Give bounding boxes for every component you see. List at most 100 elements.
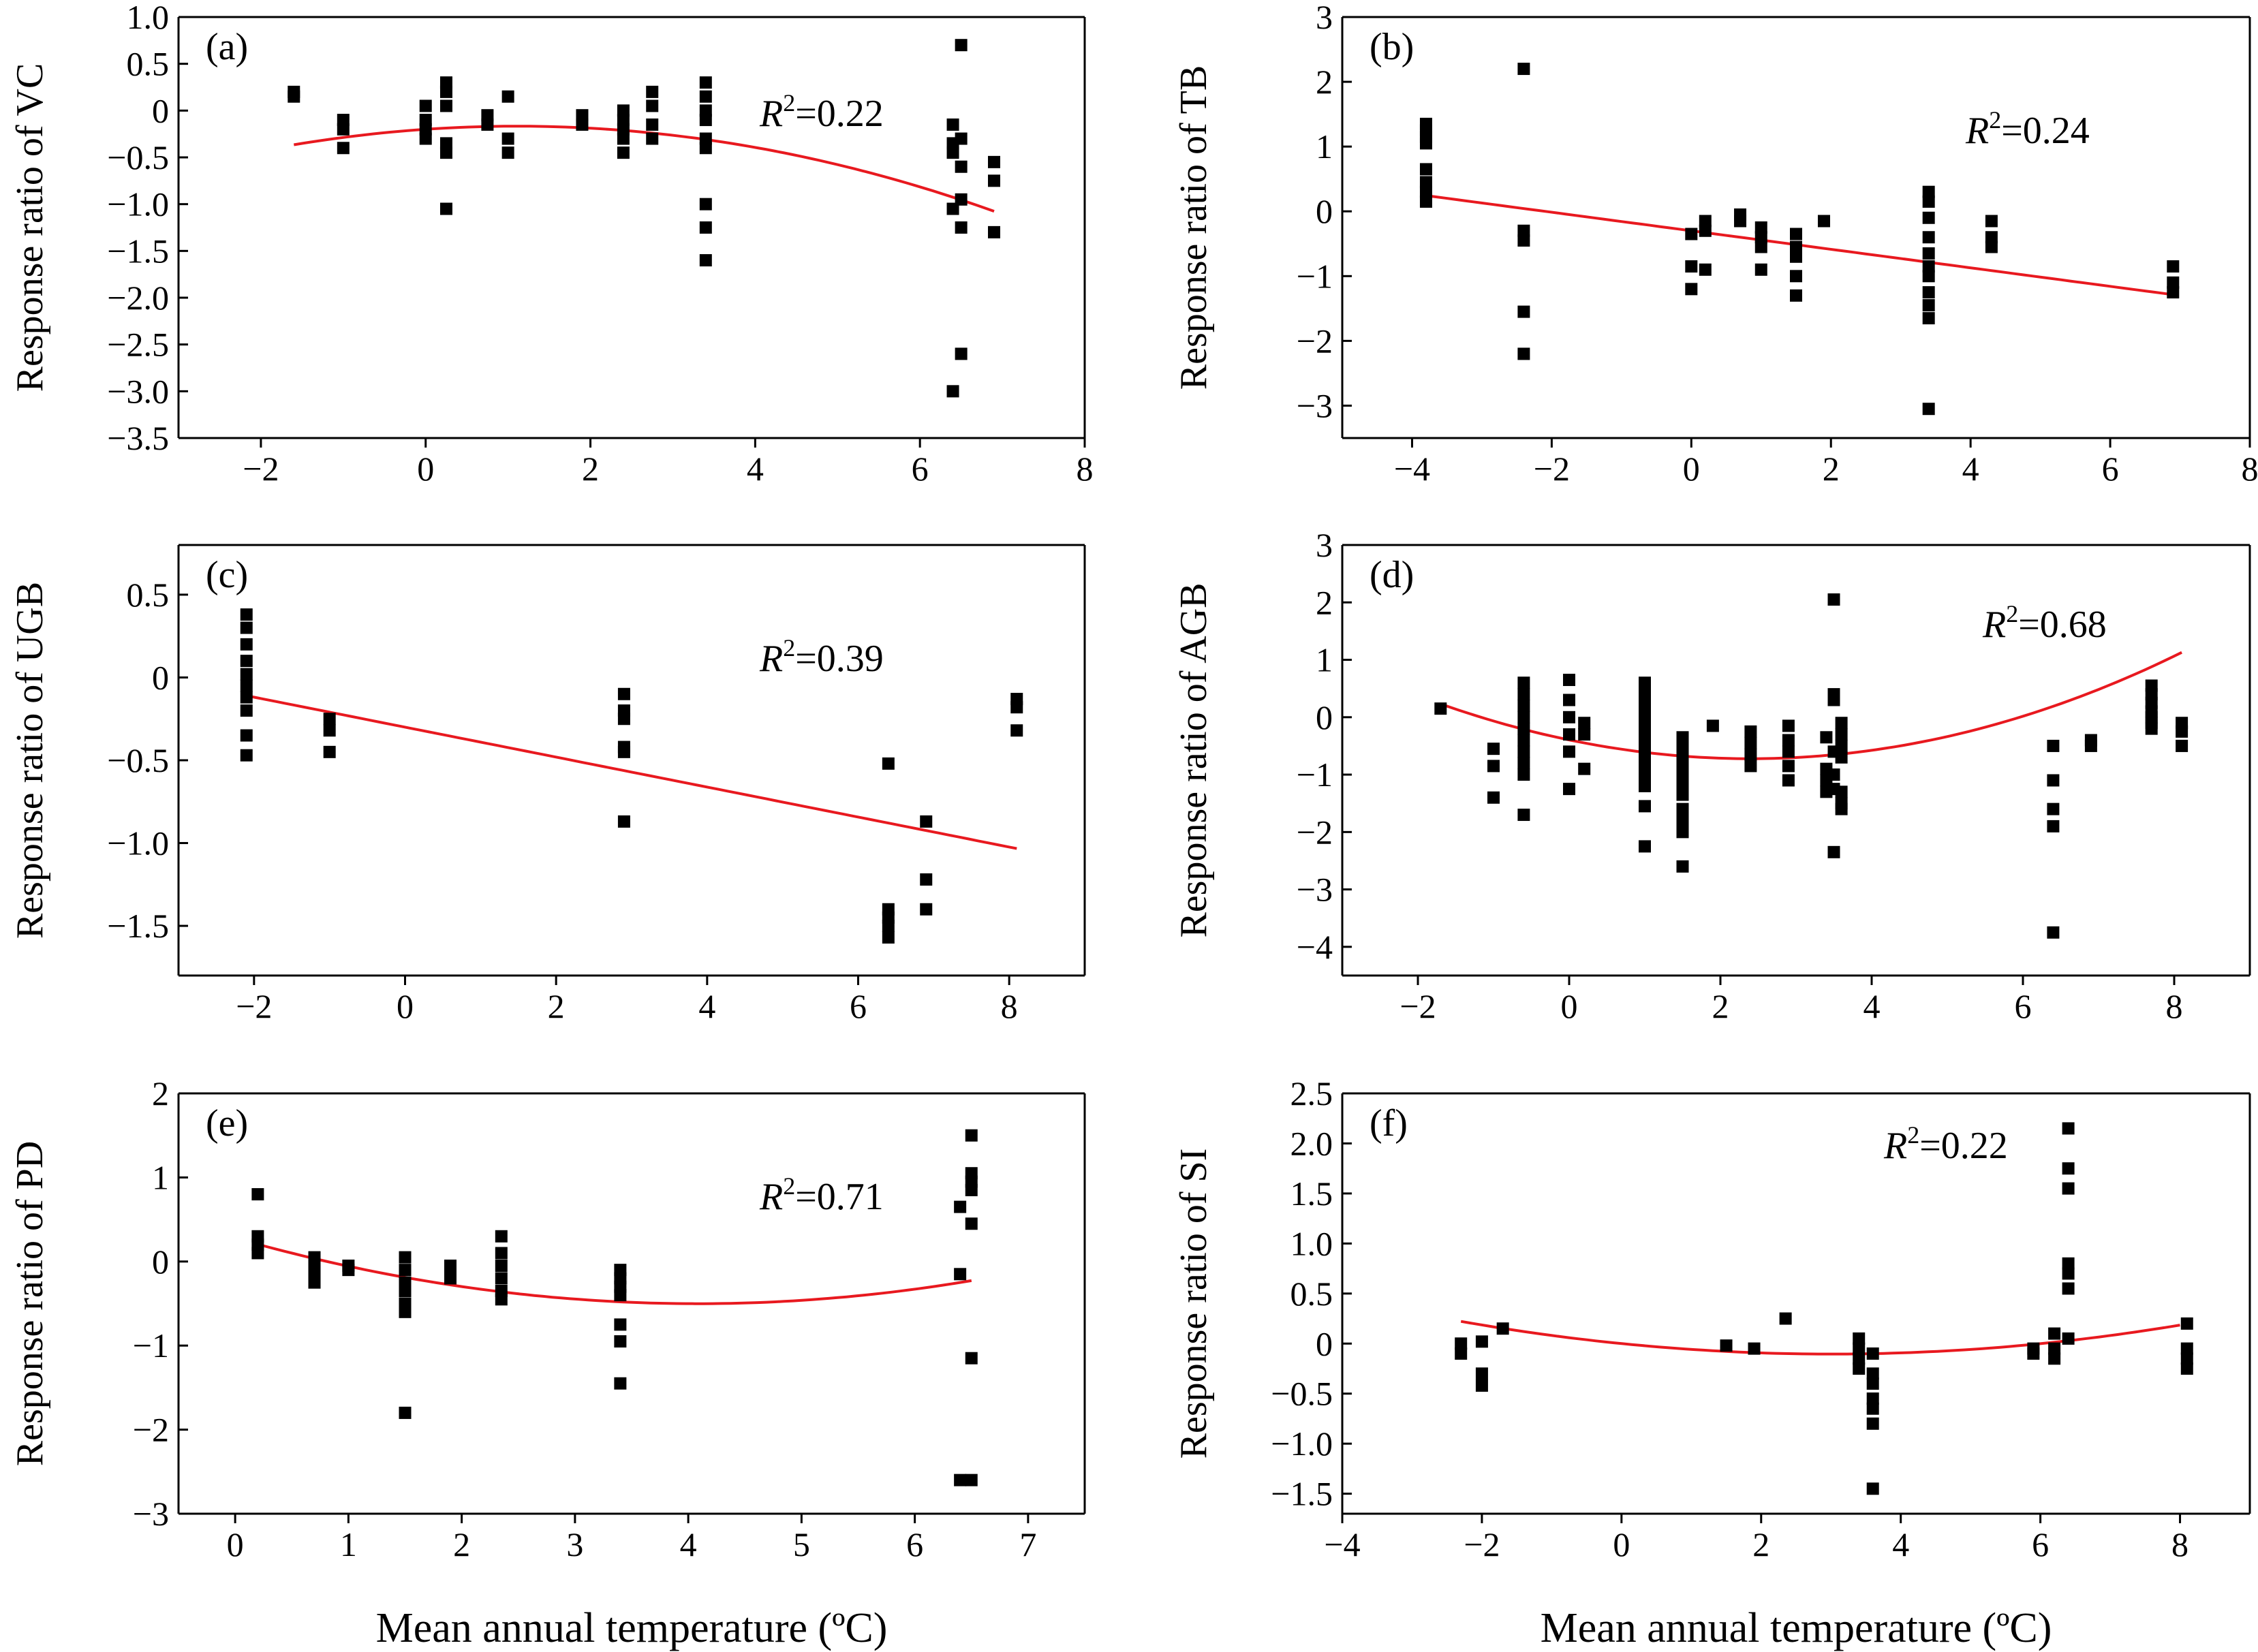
data-point — [501, 132, 514, 145]
data-point — [1517, 745, 1530, 758]
data-point — [1563, 745, 1575, 758]
data-point — [1475, 1335, 1488, 1348]
y-tick-label: −1 — [133, 1326, 169, 1365]
panel-label: (a) — [206, 26, 248, 68]
data-point — [699, 132, 712, 145]
fit-curve — [246, 694, 1017, 850]
data-point — [399, 1284, 412, 1297]
data-point — [1985, 240, 1998, 253]
x-tick-label: 2 — [582, 450, 599, 488]
data-point — [1475, 1367, 1488, 1380]
data-point — [1578, 728, 1591, 741]
data-point — [965, 1129, 978, 1142]
x-tick-label: 6 — [2032, 1525, 2049, 1563]
data-point — [1782, 734, 1795, 747]
data-point — [439, 146, 452, 159]
data-point — [1720, 1339, 1733, 1352]
data-point — [1699, 224, 1712, 237]
y-tick-label: −3.0 — [107, 372, 169, 410]
data-point — [1517, 734, 1530, 747]
data-point — [1922, 270, 1935, 283]
data-point — [419, 132, 432, 145]
panel-label: (d) — [1370, 554, 1414, 596]
y-tick-label: 1.5 — [1290, 1174, 1333, 1213]
x-axis-label-right: Mean annual temperature (ºC) — [1541, 1605, 2052, 1651]
y-tick-label: −0.5 — [107, 138, 169, 176]
data-point — [1517, 699, 1530, 712]
data-point — [251, 1247, 264, 1260]
data-point — [1866, 1417, 1879, 1430]
data-point — [614, 1318, 627, 1331]
y-tick-label: −1 — [1297, 755, 1333, 794]
fit-curve — [1460, 1320, 2180, 1356]
data-point — [495, 1230, 508, 1243]
data-point — [323, 724, 336, 737]
data-point — [965, 1474, 978, 1486]
data-point — [1827, 768, 1840, 781]
data-point — [1922, 260, 1935, 273]
data-point — [1744, 736, 1757, 749]
data-point — [323, 713, 336, 726]
data-point — [1455, 1347, 1468, 1360]
data-point — [1866, 1347, 1879, 1360]
data-point — [1835, 785, 1848, 798]
data-point — [1685, 260, 1698, 273]
y-tick-label: 0 — [152, 658, 169, 696]
y-tick-label: 0.5 — [127, 45, 170, 83]
x-tick-label: 7 — [1019, 1525, 1036, 1563]
data-point — [1496, 1322, 1509, 1335]
panel-a: 1.0 0.5 0 −0.5 −1.0 −1.5 −2.0 −2.5 −3.0 −3.5 −2 0 2 4… — [9, 0, 1094, 488]
data-point — [495, 1272, 508, 1285]
data-point — [323, 745, 336, 758]
x-tick-label: 8 — [2171, 1525, 2189, 1563]
y-tick-label: 3 — [1316, 526, 1333, 564]
x-tick-label: 0 — [397, 987, 414, 1025]
x-tick-label: 8 — [2242, 450, 2258, 488]
x-tick-label: −2 — [1534, 450, 1570, 488]
y-tick-label: 0 — [152, 1243, 169, 1281]
y-tick-label: −1.5 — [107, 232, 169, 270]
data-point — [955, 193, 968, 206]
r2-value: =0.39 — [795, 638, 884, 680]
r2-symbol: R — [759, 1176, 783, 1218]
data-point — [1853, 1332, 1866, 1345]
y-tick-label: 0 — [1316, 698, 1333, 736]
data-point — [955, 221, 968, 234]
data-point — [614, 1335, 627, 1348]
r2-superscript: 2 — [783, 634, 795, 661]
data-point — [1827, 693, 1840, 706]
data-point — [2145, 722, 2158, 735]
data-point — [1487, 760, 1500, 773]
panel-c: 0.5 0 −0.5 −1.0 −1.5 −2 0 2 4 6 8 Response ratio of… — [9, 544, 1086, 1025]
data-point — [1782, 719, 1795, 732]
data-point — [1639, 745, 1651, 758]
data-point — [1419, 163, 1432, 176]
data-point — [882, 931, 895, 944]
data-point — [954, 1200, 967, 1213]
fit-curve — [293, 125, 995, 213]
data-point — [955, 132, 968, 145]
data-point — [617, 146, 630, 159]
y-tick-label: −2 — [133, 1411, 169, 1449]
data-point — [419, 114, 432, 127]
data-point — [1578, 717, 1591, 730]
y-tick-label: −3 — [1297, 386, 1333, 424]
fit-curve — [257, 1243, 972, 1305]
data-point — [1827, 845, 1840, 858]
data-point — [699, 90, 712, 103]
data-point — [1820, 731, 1833, 744]
data-point — [1922, 247, 1935, 260]
data-point — [439, 137, 452, 150]
data-point — [1779, 1312, 1792, 1325]
x-tick-label: 8 — [2166, 987, 2183, 1025]
data-point — [646, 118, 659, 131]
data-point — [2048, 1327, 2061, 1340]
data-point — [882, 757, 895, 770]
x-tick-label: 0 — [1613, 1525, 1630, 1563]
x-tick-label: 5 — [793, 1525, 810, 1563]
data-point — [2047, 739, 2060, 752]
data-point — [1706, 719, 1719, 732]
data-point — [495, 1247, 508, 1260]
data-point — [1922, 286, 1935, 299]
data-point — [1754, 240, 1767, 253]
